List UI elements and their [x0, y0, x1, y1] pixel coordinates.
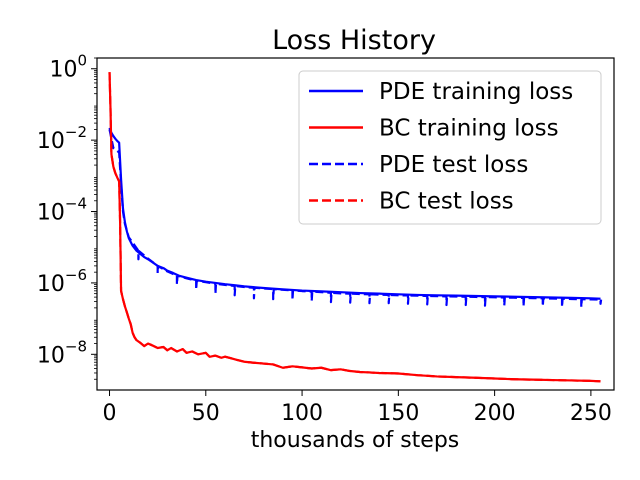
x-tick-label: 250 [570, 401, 612, 426]
y-tick-label: 10−2 [37, 123, 87, 154]
y-tick-exponent: 0 [77, 52, 87, 70]
y-tick-base: 10 [37, 343, 65, 368]
x-axis-label: thousands of steps [251, 428, 460, 453]
y-tick-exponent: −6 [65, 266, 87, 284]
series-line-bc-training-loss [108, 72, 601, 383]
y-tick-base: 10 [37, 129, 65, 154]
legend-label: PDE training loss [379, 79, 573, 105]
x-tick-label: 200 [474, 401, 516, 426]
x-tick-label: 50 [192, 401, 220, 426]
plot-frame [96, 57, 615, 391]
y-tick-base: 10 [49, 58, 77, 83]
y-tick-label: 10−4 [37, 195, 87, 226]
y-tick-label: 10−6 [37, 266, 87, 297]
series-line-pde-training-loss [108, 127, 601, 300]
series-layer [108, 72, 603, 383]
x-tick-label: 0 [103, 401, 117, 426]
y-tick-exponent: −4 [65, 195, 87, 213]
legend-label: PDE test loss [379, 152, 528, 178]
y-tick-exponent: −2 [65, 123, 87, 141]
x-tick-label: 100 [281, 401, 323, 426]
chart-title: Loss History [272, 25, 436, 56]
legend: PDE training loss BC training loss PDE tes… [298, 70, 602, 225]
legend-box [298, 70, 602, 225]
y-tick-label: 100 [49, 52, 87, 83]
y-tick-label: 10−8 [37, 337, 87, 368]
x-axis: 0 50 100 150 200 250 [103, 390, 612, 426]
legend-label: BC test loss [379, 189, 514, 215]
y-tick-base: 10 [37, 272, 65, 297]
legend-label: BC training loss [379, 116, 559, 142]
y-tick-base: 10 [37, 201, 65, 226]
x-tick-label: 150 [377, 401, 419, 426]
y-tick-exponent: −8 [65, 337, 87, 355]
